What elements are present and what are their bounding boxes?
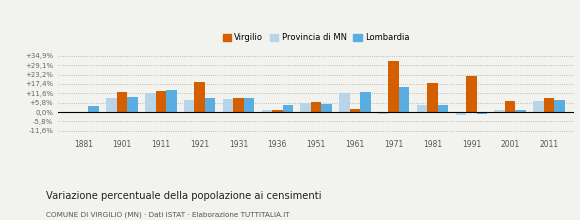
- Text: COMUNE DI VIRGILIO (MN) · Dati ISTAT · Elaborazione TUTTITALIA.IT: COMUNE DI VIRGILIO (MN) · Dati ISTAT · E…: [46, 211, 290, 218]
- Bar: [262, 110, 272, 112]
- Bar: [184, 100, 194, 112]
- Bar: [233, 98, 244, 112]
- Legend: Virgilio, Provincia di MN, Lombardia: Virgilio, Provincia di MN, Lombardia: [219, 30, 413, 46]
- Bar: [272, 110, 282, 112]
- Bar: [311, 102, 321, 112]
- Bar: [477, 112, 487, 114]
- Bar: [456, 112, 466, 115]
- Bar: [438, 105, 448, 112]
- Bar: [145, 93, 155, 112]
- Bar: [427, 83, 438, 112]
- Bar: [300, 103, 311, 112]
- Bar: [244, 98, 254, 112]
- Bar: [533, 101, 543, 112]
- Bar: [399, 87, 409, 112]
- Bar: [378, 112, 389, 114]
- Bar: [166, 90, 176, 112]
- Bar: [127, 97, 138, 112]
- Bar: [205, 98, 215, 112]
- Bar: [350, 109, 360, 112]
- Bar: [155, 91, 166, 112]
- Text: Variazione percentuale della popolazione ai censimenti: Variazione percentuale della popolazione…: [46, 191, 322, 201]
- Bar: [321, 104, 332, 112]
- Bar: [223, 99, 233, 112]
- Bar: [194, 82, 205, 112]
- Bar: [360, 92, 371, 112]
- Bar: [339, 93, 350, 112]
- Bar: [466, 76, 477, 112]
- Bar: [417, 105, 427, 112]
- Bar: [494, 110, 505, 112]
- Bar: [89, 106, 99, 112]
- Bar: [389, 61, 399, 112]
- Bar: [505, 101, 516, 112]
- Bar: [117, 92, 127, 112]
- Bar: [106, 98, 117, 112]
- Bar: [543, 98, 554, 112]
- Bar: [516, 110, 526, 112]
- Bar: [282, 105, 293, 112]
- Bar: [554, 100, 565, 112]
